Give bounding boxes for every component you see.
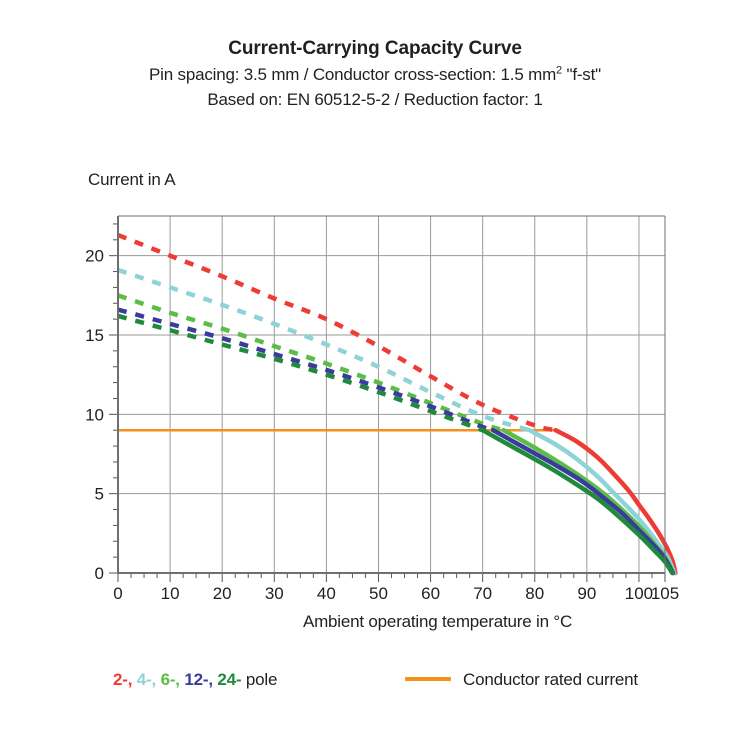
subtitle-superscript: 2 [556,64,562,77]
x-axis-tick-label: 70 [473,584,492,603]
x-axis-tick-label: 10 [161,584,180,603]
series-solid-segment [527,427,677,576]
x-axis-tick-label: 105 [651,584,679,603]
grid-layer [118,216,665,573]
subtitle-text-a: Pin spacing: 3.5 mm / Conductor cross-se… [149,65,557,84]
series-6-pole [117,293,676,576]
x-axis-title: Ambient operating temperature in °C [302,612,573,631]
series-4-pole [117,267,677,576]
y-axis-tick-label: 10 [85,405,104,424]
tick-marks-layer [109,223,666,582]
y-axis-tick-label: 20 [85,247,104,266]
series-solid-segment [553,427,678,576]
series-dashed-segment [117,307,494,433]
x-axis-tick-label: 80 [525,584,544,603]
page-title: Current-Carrying Capacity Curve [228,38,522,59]
series-dashed-segment [117,232,557,433]
legend-pole-4: 24- [217,670,242,689]
series-12-pole [117,307,676,576]
subtitle-text-b: "f-st" [561,65,601,84]
x-axis-tick-label: 50 [369,584,388,603]
legend-pole-3: 12-, [184,670,213,689]
legend-pole-suffix: pole [241,670,278,689]
x-axis-tick-label: 40 [317,584,336,603]
chart-titles: Current-Carrying Capacity Curve Pin spac… [0,36,750,112]
x-axis-tick-label: 0 [113,584,122,603]
legend-pole-1: 4-, [136,670,157,689]
series-solid-segment [480,427,675,576]
subtitle-line-2: Based on: EN 60512-5-2 / Reduction facto… [207,90,543,109]
legend-pole-0: 2-, [113,670,133,689]
data-series-layer [117,232,678,576]
legend-rated-label: Conductor rated current [463,670,638,689]
x-axis-tick-label: 100 [625,584,653,603]
legend-pole-2: 6-, [160,670,180,689]
series-solid-segment [490,427,676,576]
legend-rated-current: Conductor rated current [405,670,638,690]
x-axis-tick-label: 20 [213,584,232,603]
series-dashed-segment [117,313,484,433]
axis-frame-layer [117,215,666,574]
subtitle-line-1: Pin spacing: 3.5 mm / Conductor cross-se… [0,62,750,87]
x-axis-tick-label: 30 [265,584,284,603]
series-dashed-segment [117,267,531,433]
series-dashed-segment [117,293,505,433]
x-axis-tick-label: 60 [421,584,440,603]
y-axis-tick-label: 0 [95,564,104,583]
y-axis-title: Current in A [88,170,176,189]
y-axis-tick-label: 15 [85,326,104,345]
series-24-pole [117,313,675,576]
x-axis-tick-label: 90 [577,584,596,603]
y-axis-tick-label: 5 [95,485,104,504]
chart-legend: 2-, 4-, 6-, 12-, 24- pole Conductor rate… [0,670,750,696]
series-2-pole [117,232,678,576]
rated-current-swatch-icon [405,677,451,682]
legend-poles: 2-, 4-, 6-, 12-, 24- pole [113,670,277,690]
